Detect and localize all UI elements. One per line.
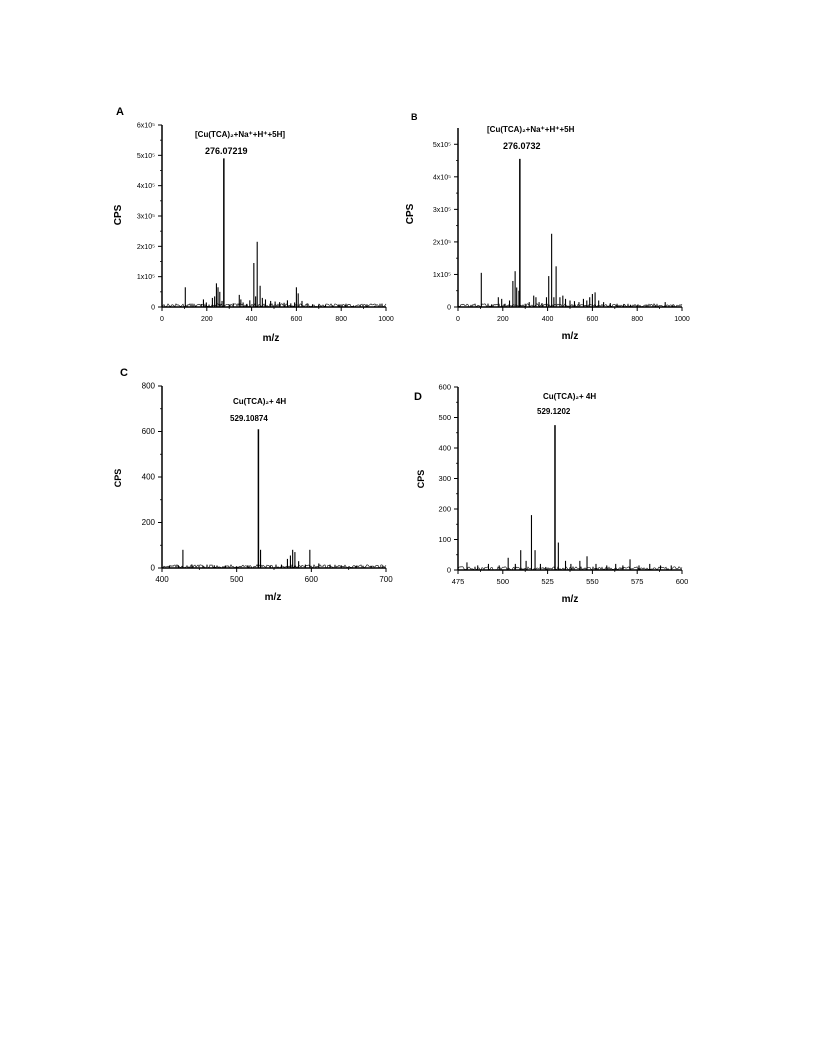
panel-a-y-tick-label: 4x10⁵ [137, 183, 155, 190]
panel-d-letter: D [414, 391, 422, 403]
panel-b-x-tick-label: 400 [542, 316, 554, 323]
panel-a-x-tick-label: 0 [160, 316, 164, 323]
panel-c-x-tick-label: 600 [305, 575, 319, 584]
panel-b-y-tick-label: 5x10⁵ [433, 142, 451, 149]
panel-d-y-tick-label: 600 [438, 383, 451, 392]
panel-b-y-axis-title: CPS [405, 203, 416, 224]
panel-d-y-axis-title: CPS [416, 470, 426, 489]
panel-a-x-tick-label: 800 [335, 316, 347, 323]
panel-a-y-tick-label: 2x10⁵ [137, 244, 155, 251]
panel-a-x-tick-label: 400 [246, 316, 258, 323]
panel-b-x-tick-label: 0 [456, 316, 460, 323]
panel-c-letter: C [120, 367, 128, 379]
panel-a-y-tick-label: 0 [151, 305, 155, 312]
panel-c: C 400 500 600 700 0 200 400 600 800 Cu(TCA)₂+ 4H… [113, 367, 393, 603]
panel-d-x-tick-label: 600 [676, 577, 689, 586]
panel-b-x-tick-label: 1000 [674, 316, 690, 323]
panel-b-x-tick-label: 600 [587, 316, 599, 323]
panel-a-x-tick-label: 200 [201, 316, 213, 323]
panel-b-y-tick-label: 4x10⁵ [433, 174, 451, 181]
panel-a-y-axis-title: CPS [113, 204, 124, 225]
panel-b: B 0 200 400 600 800 1000 0 1x10⁵ 2x10⁵ 3x10⁵ 4x10⁵… [405, 112, 690, 342]
panel-b-x-tick-label: 800 [631, 316, 643, 323]
panel-a-y-tick-label: 6x10⁵ [137, 123, 155, 130]
panel-a-x-tick-label: 1000 [378, 316, 394, 323]
panel-d-x-tick-label: 575 [631, 577, 644, 586]
panel-c-y-tick-label: 600 [142, 427, 156, 436]
panel-a-noise-baseline [161, 302, 387, 308]
panel-d-annotation-formula: Cu(TCA)₂+ 4H [543, 392, 596, 401]
panel-b-plot: 0 200 400 600 800 1000 0 1x10⁵ 2x10⁵ 3x10⁵ 4x10⁵ 5x… [433, 128, 690, 323]
panel-d-y-tick-label: 400 [438, 444, 451, 453]
panel-b-annotation-value: 276.0732 [503, 141, 541, 151]
panel-c-annotation-formula: Cu(TCA)₂+ 4H [233, 397, 286, 406]
panel-d-y-tick-label: 300 [438, 474, 451, 483]
panel-a-y-tick-label: 1x10⁵ [137, 274, 155, 281]
panel-c-y-tick-label: 800 [142, 382, 156, 391]
panel-c-y-tick-label: 0 [151, 564, 156, 573]
panel-d-x-axis-title: m/z [562, 594, 579, 605]
panel-d: D 475 500 525 550 575 6000100200300400500600 … [414, 383, 688, 606]
panel-b-annotation-formula: [Cu(TCA)₂+Na⁺+H⁺+5H [487, 125, 575, 134]
panel-d-y-tick-label: 200 [438, 505, 451, 514]
panel-c-y-tick-label: 200 [142, 518, 156, 527]
panel-b-x-tick-label: 200 [497, 316, 509, 323]
panel-a-letter: A [116, 106, 124, 118]
panel-a-y-tick-label: 5x10⁵ [137, 153, 155, 160]
panel-c-x-tick-label: 700 [379, 575, 393, 584]
panel-c-y-axis-title: CPS [113, 469, 123, 488]
panel-d-annotation-value: 529.1202 [537, 407, 571, 416]
panel-d-plot: 475 500 525 550 575 600 0 100 200 300 400 500 600 [438, 383, 688, 587]
panel-a-annotation-value: 276.07219 [205, 146, 248, 156]
panel-a-plot: 0 200 400 600 800 1000 0 1x10⁵ 2x10⁵ 3x10⁵ 4x10⁵ 5x… [137, 123, 394, 324]
panel-c-annotation-value: 529.10874 [230, 414, 268, 423]
panel-d-x-tick-label: 500 [497, 577, 510, 586]
panel-b-y-tick-label: 3x10⁵ [433, 207, 451, 214]
panel-a-x-tick-label: 600 [291, 316, 303, 323]
panel-d-x-tick-label: 475 [452, 577, 465, 586]
panel-a-x-axis-title: m/z [263, 333, 280, 344]
panel-c-x-axis-title: m/z [265, 592, 282, 603]
panel-c-y-tick-label: 400 [142, 473, 156, 482]
panel-d-y-tick-label: 100 [438, 535, 451, 544]
panel-b-y-tick-label: 1x10⁵ [433, 272, 451, 279]
panel-a: A 0 200 400 600 800 1000 0 1x10⁵ 2x10⁵ 3x10⁵ 4x10⁵… [113, 106, 394, 344]
panel-c-plot: 400 500 600 700 0 200 400 600 800 [142, 382, 394, 585]
panel-c-x-tick-label: 400 [155, 575, 169, 584]
panel-a-annotation-formula: [Cu(TCA)₂+Na⁺+H⁺+5H] [195, 130, 285, 139]
panel-b-y-tick-label: 2x10⁵ [433, 239, 451, 246]
panel-a-y-tick-label: 3x10⁵ [137, 214, 155, 221]
panel-d-y-tick-label: 500 [438, 413, 451, 422]
panel-d-y-tick-label: 0 [447, 566, 451, 575]
panel-c-x-tick-label: 500 [230, 575, 244, 584]
panel-b-y-tick-label: 0 [447, 305, 451, 312]
panel-d-x-tick-label: 550 [586, 577, 599, 586]
panel-b-x-axis-title: m/z [562, 331, 579, 342]
panel-b-letter: B [411, 112, 418, 122]
panel-d-x-tick-label: 525 [541, 577, 554, 586]
